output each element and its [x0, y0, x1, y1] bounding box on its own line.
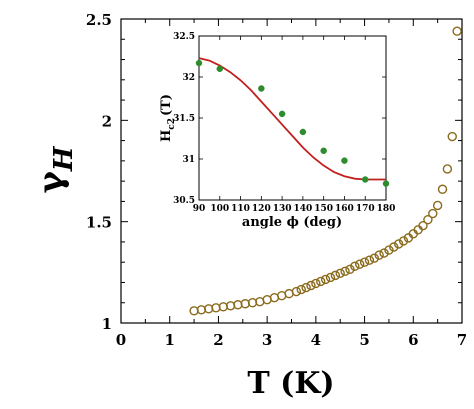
inset-y-tick-labels: 30.5 31 31.5 32 32.5	[173, 32, 195, 206]
inset-data-point	[382, 180, 390, 187]
inset-x-tick-label: 90	[193, 204, 206, 214]
inset-y-axis-label-unit: (T)	[159, 94, 174, 116]
main-data-point	[325, 272, 336, 283]
inset-data-point	[278, 110, 286, 118]
main-data-point	[398, 236, 409, 246]
main-data-point	[437, 184, 448, 194]
inset-x-tick-labels: 90 100 110 120 130 140 150 160 170 180	[193, 204, 396, 214]
inset-data-point	[320, 147, 327, 155]
main-y-tick-label: 1	[102, 315, 112, 333]
main-series-points	[189, 26, 462, 316]
main-data-point	[316, 276, 326, 287]
main-data-point	[428, 208, 438, 219]
inset-data-point	[216, 65, 224, 73]
main-data-point	[301, 282, 311, 293]
main-data-point	[432, 200, 443, 211]
main-y-axis-label: γH	[31, 145, 79, 193]
main-y-tick-labels: 1 1.5 2 2.5	[86, 11, 112, 333]
inset-series-points	[195, 59, 390, 187]
main-data-point	[291, 286, 302, 297]
main-data-point	[369, 253, 380, 263]
main-x-tick-label: 1	[164, 331, 174, 349]
main-data-point	[389, 242, 399, 252]
main-ticks	[120, 18, 463, 324]
main-x-tick-label: 4	[311, 331, 321, 349]
main-data-point	[296, 284, 306, 295]
inset-chart: 90 100 110 120 130 140 150 160 170 180 30.5 31 31.5…	[159, 32, 395, 230]
inset-y-tick-label: 32.5	[173, 32, 195, 42]
main-data-point	[355, 259, 365, 269]
inset-data-point	[361, 176, 369, 183]
main-data-point	[452, 26, 462, 36]
main-x-axis-label: T (K)	[247, 366, 334, 401]
main-y-axis-label-symbol: γ	[31, 171, 71, 194]
inset-x-tick-label: 130	[273, 204, 292, 214]
main-data-point	[311, 278, 321, 289]
main-y-tick-label: 2	[102, 112, 112, 130]
svg-text:Hc2(T): Hc2 (T)	[159, 94, 177, 142]
inset-data-point	[195, 59, 203, 67]
main-y-axis-label-subscript: H	[49, 145, 79, 172]
inset-x-axis-label: angle ϕ (deg)	[242, 215, 342, 230]
main-data-point	[447, 131, 457, 142]
inset-x-tick-label: 180	[377, 204, 396, 214]
main-y-tick-label: 2.5	[86, 11, 112, 29]
inset-data-point	[341, 157, 348, 164]
main-data-point	[350, 261, 360, 271]
inset-y-axis-label-main: H	[159, 130, 174, 142]
main-data-point	[379, 248, 389, 258]
inset-y-axis-label: Hc2 (T)	[159, 94, 177, 142]
inset-x-tick-label: 100	[210, 204, 229, 214]
inset-x-tick-label: 110	[231, 204, 250, 214]
main-x-tick-label: 3	[262, 331, 272, 349]
inset-y-tick-label: 31.5	[173, 114, 195, 124]
main-data-point	[306, 280, 316, 291]
main-data-point	[359, 257, 370, 267]
inset-y-tick-label: 32	[182, 73, 195, 83]
main-data-point	[335, 268, 345, 279]
inset-ticks	[198, 35, 387, 201]
inset-y-tick-label: 31	[182, 155, 195, 165]
main-y-tick-label: 1.5	[86, 214, 112, 232]
main-data-point	[442, 164, 453, 174]
main-x-tick-label: 6	[408, 331, 418, 349]
main-data-point	[340, 266, 350, 277]
main-data-point	[418, 221, 428, 231]
main-data-point	[384, 245, 394, 255]
inset-x-tick-label: 140	[293, 204, 312, 214]
inset-x-tick-label: 170	[356, 204, 375, 214]
main-data-point	[345, 264, 355, 274]
inset-x-tick-label: 160	[335, 204, 354, 214]
main-x-tick-label: 0	[116, 331, 126, 349]
main-x-tick-label: 5	[359, 331, 369, 349]
main-x-tick-label: 2	[213, 331, 223, 349]
main-data-point	[330, 270, 341, 281]
main-data-point	[320, 274, 331, 285]
main-x-tick-labels: 0 1 2 3 4 5 6 7	[116, 331, 467, 349]
inset-y-tick-label: 30.5	[173, 196, 195, 206]
main-data-point	[393, 239, 404, 249]
main-data-point	[374, 250, 384, 260]
inset-x-tick-label: 120	[252, 204, 271, 214]
main-x-tick-label: 7	[457, 331, 467, 349]
inset-y-axis-label-subscript: c2	[167, 118, 177, 130]
main-data-point	[423, 214, 433, 225]
inset-fit-line	[198, 57, 386, 181]
inset-data-point	[258, 85, 265, 92]
svg-text:γH: γH	[31, 145, 79, 193]
main-data-point	[364, 255, 375, 265]
inset-data-point	[299, 128, 307, 136]
inset-plot-frame	[198, 35, 387, 201]
inset-x-tick-label: 150	[314, 204, 333, 214]
